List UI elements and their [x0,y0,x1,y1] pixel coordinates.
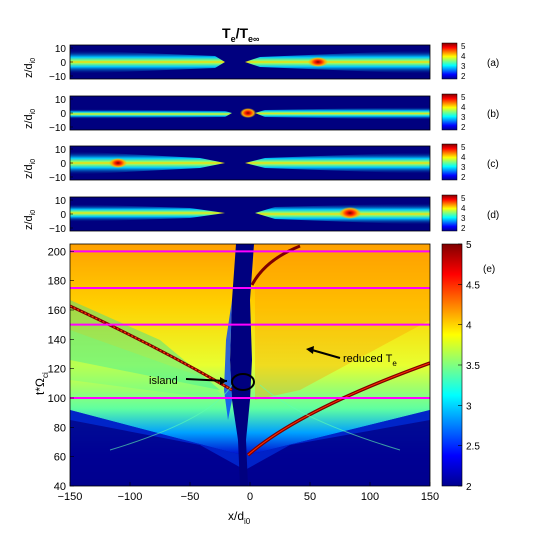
main-xlabel: x/di0 [228,509,251,526]
panel-d [70,197,430,231]
island-circle [231,373,255,391]
panel-ytick-label: 10 [55,95,67,106]
panel-cbar-tick: 5 [461,42,466,51]
panel-colorbar [441,42,458,80]
main-xtick-label: −150 [58,491,83,503]
panel-cbar-tick: 5 [461,194,466,203]
main-xtick-label: −50 [181,491,200,503]
ridge-upper-right [250,244,301,286]
main-ytick-label: 160 [48,305,66,317]
panel-b-hot-spot [240,108,256,118]
panel-ytick-label: 10 [55,44,67,55]
panel-a [70,45,430,79]
panel-ytick-label: 0 [60,109,66,120]
main-ytick-label: 40 [54,481,66,493]
main-xtick-label: 50 [304,491,316,503]
panel-b [70,96,430,130]
main-xtick-label: −100 [118,491,143,503]
panel-cbar-tick: 3 [461,163,466,172]
panel-colorbar [441,143,458,181]
panel-cbar-tick: 4 [461,103,466,112]
panel-ytick-label: −10 [49,72,66,83]
main-xtick-label: 150 [421,491,439,503]
panel-frame [69,196,431,232]
panel-ytick-label: −10 [49,123,66,134]
main-cbar-tick-label: 4 [466,321,472,332]
panel-ytick-label: 0 [60,210,66,221]
panel-ytick-label: −10 [49,173,66,184]
panel-cbar-tick: 2 [461,123,466,132]
main-ytick-label: 100 [48,393,66,405]
main-ylabel: t*Ωci [33,372,50,395]
panel-frame [69,95,431,131]
panel-cbar-tick: 5 [461,93,466,102]
main-ytick-label: 200 [48,246,66,258]
reduced-te-arrow [311,349,341,359]
reduced-te-label: reduced Te [343,353,397,368]
panel-letter: (b) [487,109,499,120]
panel-ytick-label: −10 [49,224,66,235]
panel-frame [69,44,431,80]
main-ytick-label: 60 [54,452,66,464]
main-cbar-tick-label: 2 [466,482,472,493]
panel-letter: (c) [487,159,499,170]
panel-cbar-tick: 4 [461,204,466,213]
panel-cbar-tick: 2 [461,72,466,81]
central-channel [230,244,254,486]
main-ytick-label: 80 [54,422,66,434]
panel-cbar-tick: 4 [461,153,466,162]
main-cbar-tick-label: 3.5 [466,361,480,372]
panel-ylabel: z/di0 [23,58,37,78]
panel-cbar-tick: 3 [461,113,466,122]
panel-colorbar [441,93,458,131]
panel-c-hot-spot [109,158,127,168]
panel-cbar-tick: 5 [461,143,466,152]
panel-cbar-tick: 3 [461,62,466,71]
panel-frame [69,145,431,181]
panel-a-hot-spot [308,57,328,67]
panel-ytick-label: 10 [55,196,67,207]
main-ytick-label: 180 [48,276,66,288]
island-label: island [149,375,178,387]
main-cbar-tick-label: 5 [466,240,472,251]
panel-ylabel: z/di0 [23,159,37,179]
main-panel [70,244,430,486]
panel-colorbar [441,194,458,232]
figure-title: Te/Te∞ [222,25,260,44]
main-xtick-label: 0 [247,491,253,503]
main-ytick-label: 140 [48,334,66,346]
main-xtick-label: 100 [361,491,379,503]
panel-ylabel: z/di0 [23,210,37,230]
panel-ytick-label: 0 [60,159,66,170]
panel-d-hot-spot [339,207,361,219]
panel-ytick-label: 0 [60,58,66,69]
panel-cbar-tick: 4 [461,52,466,61]
main-cbar-tick-label: 3 [466,401,472,412]
panel-letter: (d) [487,210,499,221]
main-cbar-tick-label: 2.5 [466,442,480,453]
panel-cbar-tick: 2 [461,173,466,182]
panel-cbar-tick: 3 [461,214,466,223]
main-cbar-tick-label: 4.5 [466,280,480,291]
panel-c [70,146,430,180]
panel-cbar-tick: 2 [461,224,466,233]
panel-letter: (a) [487,58,499,69]
panel-e-letter: (e) [483,264,495,275]
panel-ylabel: z/di0 [23,109,37,129]
main-ytick-label: 120 [48,364,66,376]
panel-ytick-label: 10 [55,145,67,156]
